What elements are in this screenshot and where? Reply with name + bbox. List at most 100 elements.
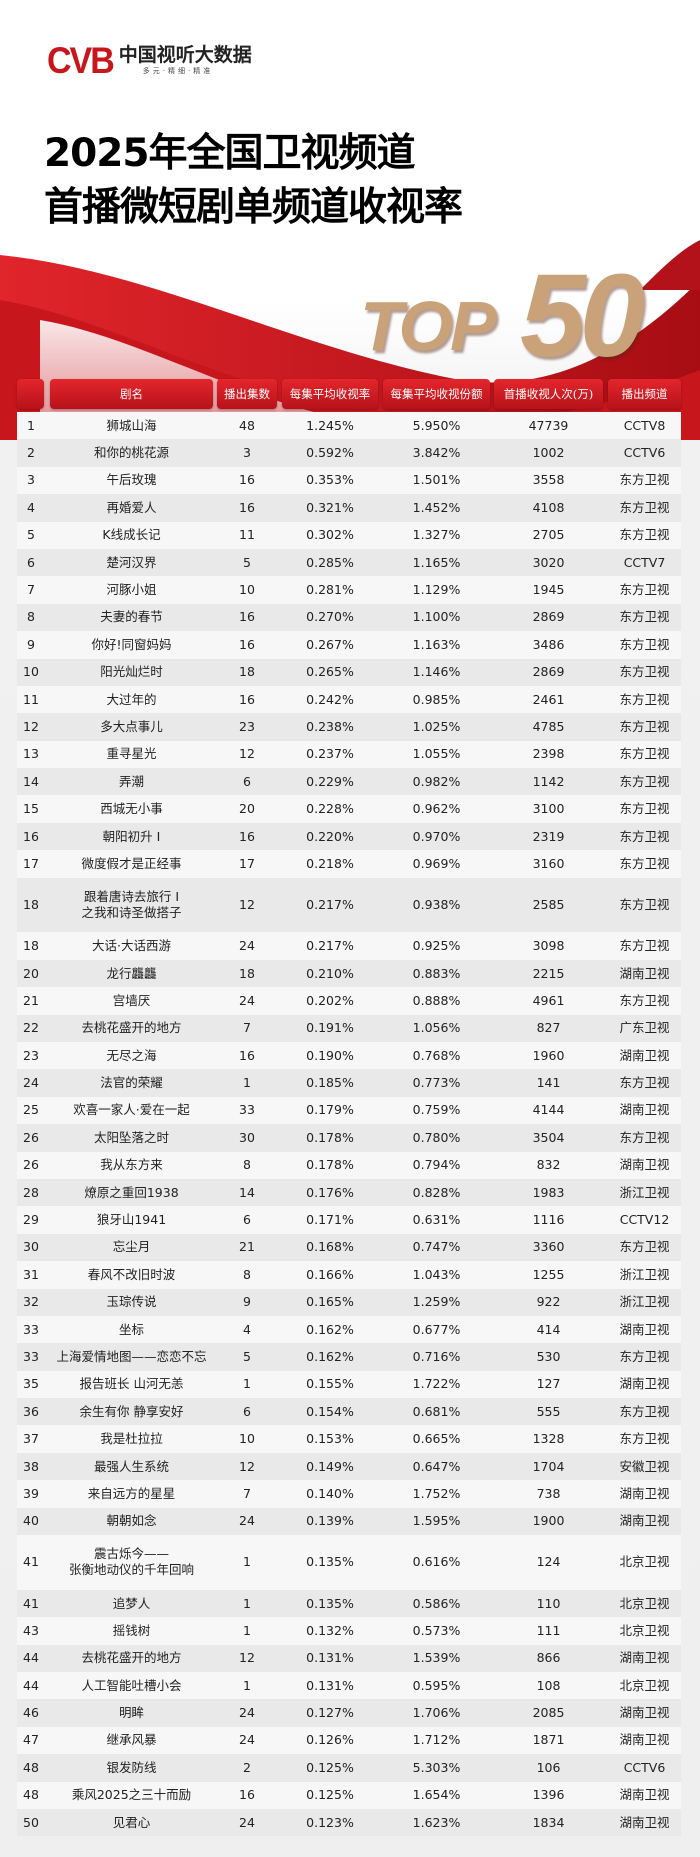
cell-rank: 5 (27, 527, 35, 543)
cell-rating: 0.131% (306, 1650, 354, 1666)
cell-title: 人工智能吐槽小会 (81, 1677, 182, 1693)
page-title-line1: 2025年全国卫视频道 (44, 131, 416, 176)
cell-rank: 33 (23, 1321, 39, 1337)
cell-rank: 33 (23, 1348, 39, 1364)
cell-rank: 29 (23, 1212, 39, 1228)
cell-channel: 东方卫视 (619, 1129, 670, 1145)
cell-title: 继承风暴 (106, 1732, 157, 1748)
cell-viewers: 2461 (532, 691, 565, 707)
cell-viewers: 1116 (532, 1212, 565, 1228)
table-row: 4 再婚爱人 16 0.321% 1.452% 4108 东方卫视 (17, 494, 681, 522)
cell-viewers: 1255 (532, 1266, 565, 1282)
cell-title: 多大点事儿 (100, 718, 163, 734)
cell-rank: 2 (27, 445, 35, 461)
cell-share: 0.595% (412, 1677, 461, 1693)
cell-rating: 0.179% (306, 1102, 354, 1118)
cell-rank: 40 (23, 1513, 39, 1529)
cell-viewers: 3100 (532, 801, 565, 817)
cell-share: 1.043% (412, 1266, 461, 1282)
cell-share: 0.681% (412, 1403, 461, 1419)
cell-share: 0.716% (412, 1348, 461, 1364)
cell-rating: 0.217% (306, 938, 354, 954)
table-row: 23 无尽之海 16 0.190% 0.768% 1960 湖南卫视 (17, 1042, 681, 1070)
table-row: 43 摇钱树 1 0.132% 0.573% 111 北京卫视 (17, 1617, 681, 1645)
table-row: 20 龙行龘龘 18 0.210% 0.883% 2215 湖南卫视 (17, 959, 681, 988)
cell-rank: 47 (23, 1732, 39, 1748)
cell-episodes: 16 (239, 636, 255, 652)
cell-channel: 东方卫视 (619, 609, 670, 625)
cell-channel: 北京卫视 (619, 1554, 670, 1570)
table-header: 剧名 播出集数 每集平均收视率 每集平均收视份额 首播收视人次(万) 播出频道 (17, 379, 681, 409)
cell-viewers: 4108 (532, 499, 565, 515)
cell-episodes: 16 (239, 499, 255, 515)
cell-episodes: 10 (239, 582, 255, 598)
cell-rank: 26 (23, 1157, 39, 1173)
brand-name: 中国视听大数据 (118, 44, 252, 66)
cell-viewers: 1871 (532, 1732, 565, 1748)
cell-viewers: 124 (536, 1554, 561, 1570)
cell-rank: 25 (23, 1102, 39, 1118)
cell-episodes: 6 (243, 773, 251, 789)
cell-episodes: 1 (243, 1554, 251, 1570)
cell-title: 大过年的 (106, 691, 157, 707)
cell-viewers: 3098 (532, 938, 565, 954)
cell-rank: 37 (23, 1431, 39, 1447)
cell-share: 0.677% (412, 1321, 461, 1337)
cell-episodes: 17 (239, 855, 255, 871)
cell-rating: 0.131% (306, 1677, 354, 1693)
cell-episodes: 8 (243, 1157, 251, 1173)
cell-episodes: 3 (243, 445, 251, 461)
table-row: 48 乘风2025之三十而励 16 0.125% 1.654% 1396 湖南卫视 (17, 1781, 681, 1809)
cell-episodes: 12 (239, 746, 255, 762)
table-row: 15 西城无小事 20 0.228% 0.962% 3100 东方卫视 (17, 795, 681, 823)
cell-viewers: 3160 (532, 855, 565, 871)
cell-share: 0.768% (412, 1047, 461, 1063)
table-row: 41 震古烁今—— 张衡地动仪的千年回响 1 0.135% 0.616% 124 北京卫视 (17, 1535, 681, 1590)
cell-episodes: 5 (243, 554, 251, 570)
cell-title: 报告班长 山河无恙 (79, 1376, 184, 1392)
table-row: 29 狼牙山1941 6 0.171% 0.631% 1116 CCTV12 (17, 1206, 681, 1234)
table-row: 13 重寻星光 12 0.237% 1.055% 2398 东方卫视 (17, 740, 681, 769)
cell-channel: 东方卫视 (619, 1075, 670, 1091)
cell-share: 0.883% (412, 965, 461, 981)
cell-share: 1.623% (412, 1814, 461, 1830)
cell-rating: 0.202% (306, 992, 354, 1008)
cell-episodes: 1 (243, 1595, 251, 1611)
cell-channel: 湖南卫视 (619, 1321, 670, 1337)
cell-rating: 0.168% (306, 1239, 354, 1255)
cell-rank: 44 (23, 1650, 39, 1666)
cell-share: 1.129% (412, 582, 461, 598)
cell-rating: 0.592% (306, 445, 354, 461)
cell-share: 0.647% (412, 1458, 461, 1474)
cell-episodes: 12 (239, 1650, 255, 1666)
cell-rank: 21 (23, 992, 39, 1008)
cell-episodes: 1 (243, 1622, 251, 1638)
badge-number: 50 (520, 250, 645, 382)
table-row: 18 大话·大话西游 24 0.217% 0.925% 3098 东方卫视 (17, 932, 681, 960)
cell-rating: 0.140% (306, 1485, 354, 1501)
cell-channel: 湖南卫视 (619, 1485, 670, 1501)
cell-share: 1.595% (412, 1513, 461, 1529)
cell-rating: 0.139% (306, 1513, 354, 1529)
table-row: 3 午后玫瑰 16 0.353% 1.501% 3558 东方卫视 (17, 466, 681, 495)
cell-rating: 0.155% (306, 1376, 354, 1392)
cell-share: 1.539% (412, 1650, 461, 1666)
table-row: 24 法官的荣耀 1 0.185% 0.773% 141 东方卫视 (17, 1069, 681, 1097)
cell-title: 西城无小事 (100, 801, 163, 817)
table-row: 9 你好!同窗妈妈 16 0.267% 1.163% 3486 东方卫视 (17, 631, 681, 659)
cell-channel: CCTV12 (619, 1212, 670, 1228)
cell-episodes: 48 (239, 417, 255, 433)
cell-episodes: 33 (239, 1102, 255, 1118)
cell-channel: 东方卫视 (619, 828, 670, 844)
cell-viewers: 106 (536, 1759, 561, 1775)
cell-episodes: 8 (243, 1266, 251, 1282)
cell-share: 1.056% (412, 1020, 461, 1036)
cell-viewers: 832 (536, 1157, 561, 1173)
cell-channel: 东方卫视 (619, 582, 670, 598)
cell-rating: 0.178% (306, 1129, 354, 1145)
cell-channel: 东方卫视 (619, 938, 670, 954)
cell-share: 1.752% (412, 1485, 461, 1501)
cell-rank: 35 (23, 1376, 39, 1392)
cell-episodes: 7 (243, 1020, 251, 1036)
cell-rank: 50 (23, 1814, 39, 1830)
